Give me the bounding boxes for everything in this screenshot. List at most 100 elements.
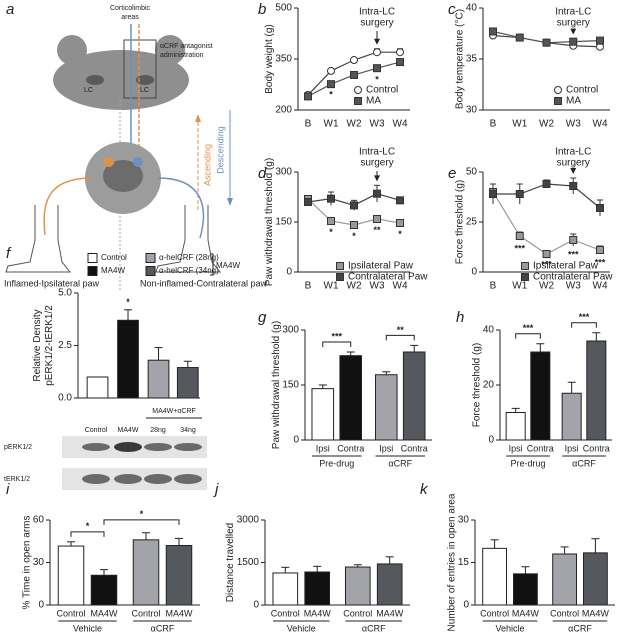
point xyxy=(489,27,497,36)
annotation-arrowhead xyxy=(374,38,380,45)
x-tick-label: Control xyxy=(480,608,509,618)
lane-label: Control xyxy=(85,427,108,434)
point xyxy=(350,70,358,79)
group-label: αCRF xyxy=(151,623,175,633)
x-tick-label: MA4W xyxy=(166,608,194,618)
y-axis-label: % Time in open arms xyxy=(21,516,32,610)
point xyxy=(327,194,335,203)
y-tick-label: 0 xyxy=(38,600,44,611)
legend-label: Ipsilateral Paw xyxy=(348,261,414,272)
label: Non-inflamed-Contralateral paw xyxy=(140,278,268,288)
point xyxy=(304,198,312,206)
annotation: Intra-LC xyxy=(359,7,395,18)
x-tick-label: B xyxy=(305,281,312,292)
significance: *** xyxy=(514,243,525,253)
y-tick-label: 60 xyxy=(33,515,45,526)
point xyxy=(596,246,604,254)
panel-a: a LC LC Corticolimbic areas αCRF antagon… xyxy=(4,1,268,292)
y-tick-label: 50 xyxy=(466,167,478,178)
paw xyxy=(155,205,222,273)
label: Corticolimbic xyxy=(110,5,151,12)
x-tick-label: Ipsi xyxy=(316,443,330,453)
significance: *** xyxy=(568,249,579,259)
annotation-arrowhead xyxy=(570,28,577,35)
annotation-arrowhead xyxy=(374,175,380,182)
legend-marker xyxy=(336,262,344,270)
point xyxy=(569,182,578,190)
arrowhead xyxy=(227,198,233,206)
x-tick-label: W4 xyxy=(593,119,608,130)
point xyxy=(396,196,404,205)
significance-bracket xyxy=(322,341,352,347)
bar xyxy=(344,566,371,606)
band xyxy=(174,443,202,451)
point xyxy=(327,80,335,89)
bar xyxy=(339,355,363,441)
y-tick-label: 30 xyxy=(33,557,45,568)
group-label: αCRF xyxy=(572,458,596,468)
x-tick-label: Control xyxy=(271,608,300,618)
point xyxy=(350,56,358,65)
dorsal-horn xyxy=(104,157,114,167)
legend-marker xyxy=(521,262,529,270)
x-tick-label: W4 xyxy=(593,281,608,292)
point xyxy=(542,250,551,258)
significance: *** xyxy=(331,331,342,341)
bar xyxy=(117,319,139,399)
x-tick-label: MA4W xyxy=(91,608,119,618)
legend-swatch xyxy=(87,253,98,263)
y-axis-label: Distance travelled xyxy=(225,523,236,602)
y-axis-label: Body weight (g) xyxy=(264,24,275,93)
band xyxy=(114,474,142,484)
bar xyxy=(505,412,526,441)
y-tick-label: 2.5 xyxy=(58,340,72,351)
nerve xyxy=(157,177,205,239)
legend-marker xyxy=(521,273,529,281)
x-tick-label: W3 xyxy=(566,281,581,292)
x-tick-label: W4 xyxy=(393,281,408,292)
group-label: αCRF xyxy=(388,458,412,468)
significance: *** xyxy=(579,312,590,322)
x-tick-label: W1 xyxy=(512,119,527,130)
bar xyxy=(583,552,608,606)
panel-letter: i xyxy=(6,481,10,498)
annotation: Intra-LC xyxy=(359,147,395,158)
grey-matter xyxy=(103,160,143,192)
y-axis-label: pERK1/2-tERK1/2 xyxy=(44,305,55,386)
lane-label: MA4W xyxy=(118,427,139,434)
y-tick-label: 150 xyxy=(282,380,299,391)
legend-label: Contralateral Paw xyxy=(533,272,613,283)
point xyxy=(350,221,358,229)
y-tick-label: 0 xyxy=(253,600,259,611)
point xyxy=(373,64,381,73)
group-label: Pre-drug xyxy=(510,458,545,468)
point xyxy=(373,48,381,57)
y-tick-label: 3000 xyxy=(237,515,260,526)
lc-label: LC xyxy=(84,87,93,94)
annotation: surgery xyxy=(360,18,393,29)
x-tick-label: W2 xyxy=(347,119,362,130)
y-tick-label: 0 xyxy=(488,435,494,446)
label: Descending xyxy=(215,126,225,174)
panel-letter: h xyxy=(456,309,464,326)
x-tick-label: W4 xyxy=(393,119,408,130)
legend-label: α-helCRF (28ng) xyxy=(159,253,219,262)
bar xyxy=(132,539,160,606)
x-tick-label: MA4W xyxy=(582,608,610,618)
significance-bracket xyxy=(103,519,180,525)
legend-label: Control xyxy=(101,253,127,262)
significance: * xyxy=(329,90,333,100)
x-tick-label: W2 xyxy=(347,281,362,292)
point xyxy=(515,232,524,240)
bar xyxy=(272,572,299,606)
y-tick-label: 0 xyxy=(293,435,299,446)
point xyxy=(350,201,358,210)
legend-label: MA xyxy=(566,96,581,107)
bands xyxy=(82,442,202,484)
x-tick-label: B xyxy=(490,119,497,130)
y-tick-label: 300 xyxy=(275,167,292,178)
significance-bracket xyxy=(385,334,415,341)
legend-marker xyxy=(354,97,362,105)
legend-label: α-helCRF (34ng) xyxy=(159,266,219,275)
